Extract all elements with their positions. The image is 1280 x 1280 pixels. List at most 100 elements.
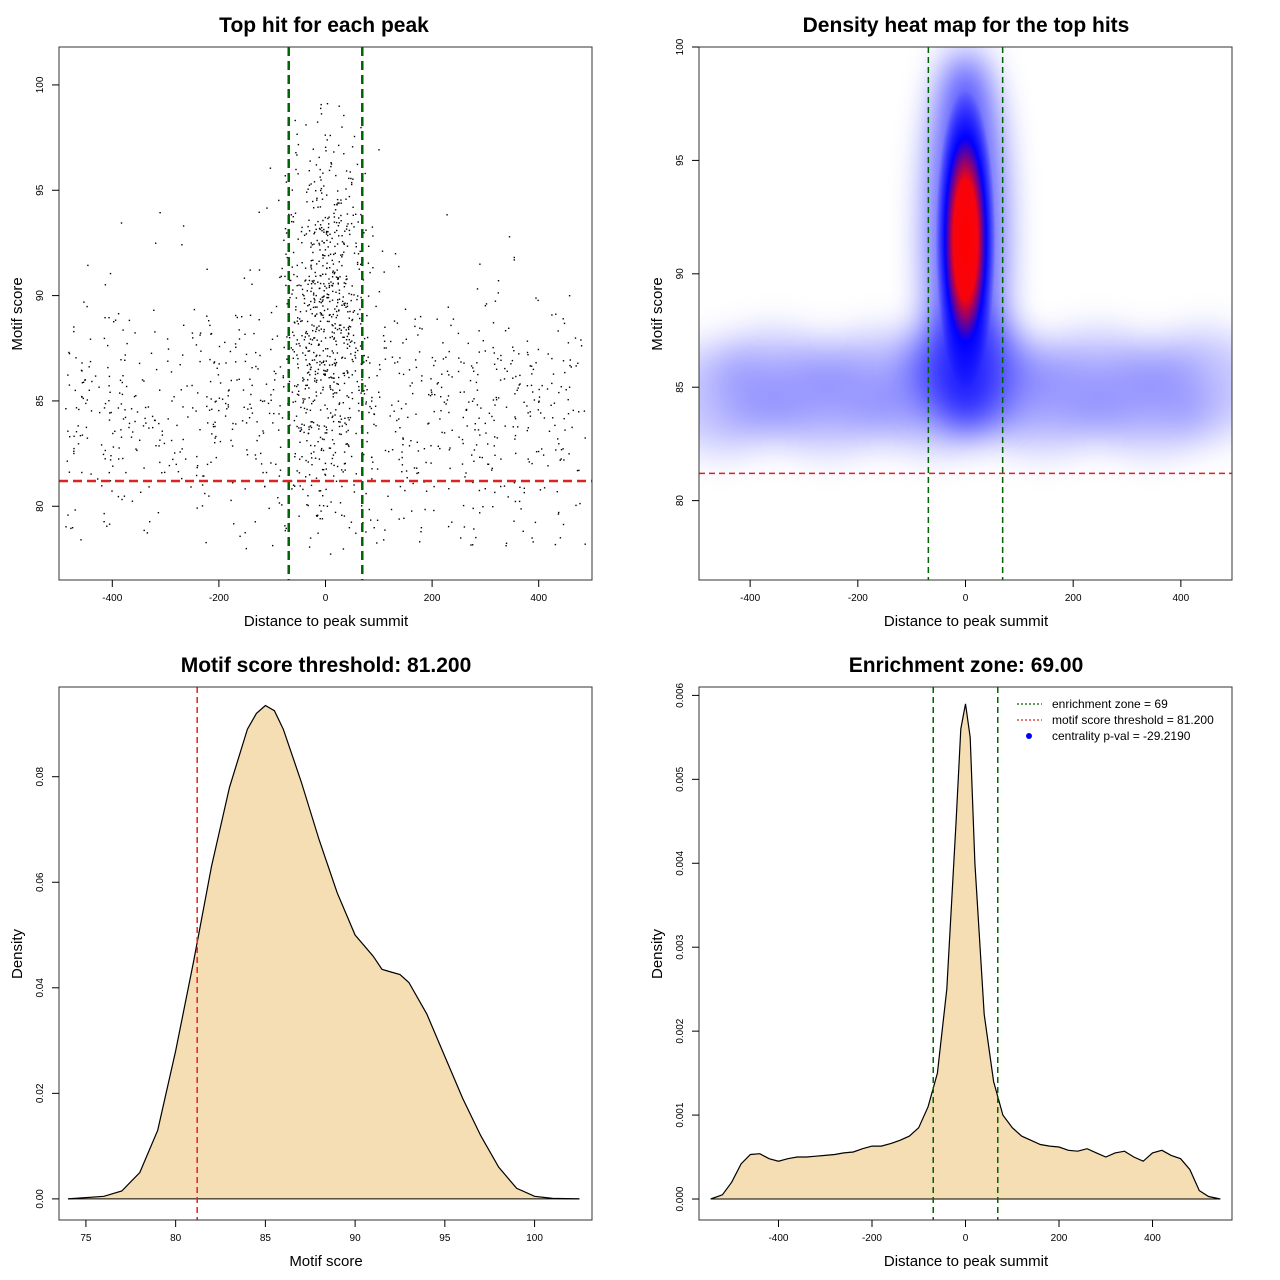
scatter-point [81,434,84,436]
scatter-point [433,509,435,512]
scatter-point [278,475,281,477]
scatter-point [325,426,327,428]
scatter-point [334,308,336,310]
scatter-point [307,188,309,190]
scatter-point [322,449,325,452]
scatter-point [192,407,194,409]
scatter-point [447,306,449,308]
scatter-point [311,313,313,315]
scatter-point [420,531,422,533]
heatmap-x-tick-label: -400 [740,593,760,604]
scatter-point [192,337,194,339]
scatter-point [402,444,404,446]
scatter-point [314,299,316,301]
scatter-point [331,259,333,262]
scatter-point [373,423,375,426]
score-x-tick-label: 90 [350,1233,362,1244]
scatter-point [272,389,275,391]
scatter-point [308,387,310,389]
scatter-point [309,364,311,366]
scatter-point [288,337,291,339]
scatter-point [124,354,126,356]
scatter-point [378,391,380,393]
scatter-point [363,337,366,340]
scatter-point [465,472,467,474]
scatter-point [311,359,314,361]
scatter-point [359,345,362,347]
scatter-point [368,508,370,511]
scatter-point [334,363,337,365]
scatter-point [518,353,520,355]
scatter-point [244,488,246,490]
scatter-point [457,370,460,373]
scatter-point [514,434,517,437]
scatter-point [378,149,380,151]
scatter-point [359,308,361,311]
scatter-point [81,362,83,364]
scatter-point [328,216,330,218]
scatter-point [339,276,341,278]
scatter-point [523,491,525,494]
scatter-point [196,455,198,458]
scatter-point [331,324,333,326]
scatter-point [159,439,161,441]
scatter-point [322,254,324,257]
scatter-point [144,406,147,409]
scatter-point [245,353,248,356]
scatter-point [157,512,160,514]
scatter-point [83,301,85,303]
scatter-point [523,401,525,403]
scatter-point [292,349,294,351]
scatter-point [548,430,551,432]
scatter-point [330,376,332,378]
scatter-point [218,345,221,348]
scatter-point [212,423,215,426]
scatter-point [333,337,336,339]
scatter-point [487,443,489,445]
scatter-point [347,396,350,398]
scatter-point [245,547,247,550]
scatter-point [337,282,339,284]
scatter-point [327,294,330,296]
scatter-point [316,121,319,123]
scatter-point [450,324,452,327]
scatter-point [356,298,358,301]
scatter-point [311,421,313,423]
scatter-point [396,322,399,324]
scatter-point [308,304,310,306]
scatter-point [556,491,558,493]
scatter-point [301,320,303,322]
scatter-point [231,445,234,447]
scatter-point [214,421,216,423]
scatter-point [384,449,387,452]
scatter-point [522,530,524,532]
scatter-point [326,370,328,372]
scatter-point [519,374,521,377]
scatter-point [333,212,335,215]
scatter-point [331,364,334,366]
scatter-point [430,391,433,393]
scatter-point [330,281,332,283]
scatter-point [289,296,291,299]
scatter-point [541,384,543,387]
scatter-point [340,433,342,436]
scatter-point [371,226,374,228]
scatter-point [343,336,345,338]
scatter-point [235,314,237,317]
scatter-point [478,351,480,353]
scatter-point [316,263,318,265]
scatter-point [374,405,377,407]
scatter-point [318,458,321,460]
scatter-point [345,282,347,285]
scatter-point [86,399,88,401]
scatter-point [402,342,404,344]
scatter-point [557,330,559,332]
scatter-point [345,339,348,341]
distance-x-tick-label: -200 [862,1233,882,1244]
scatter-point [328,364,331,366]
scatter-point [491,415,493,418]
scatter-point [327,226,330,229]
scatter-point [340,329,342,331]
scatter-point [334,327,337,329]
scatter-point [299,485,301,487]
